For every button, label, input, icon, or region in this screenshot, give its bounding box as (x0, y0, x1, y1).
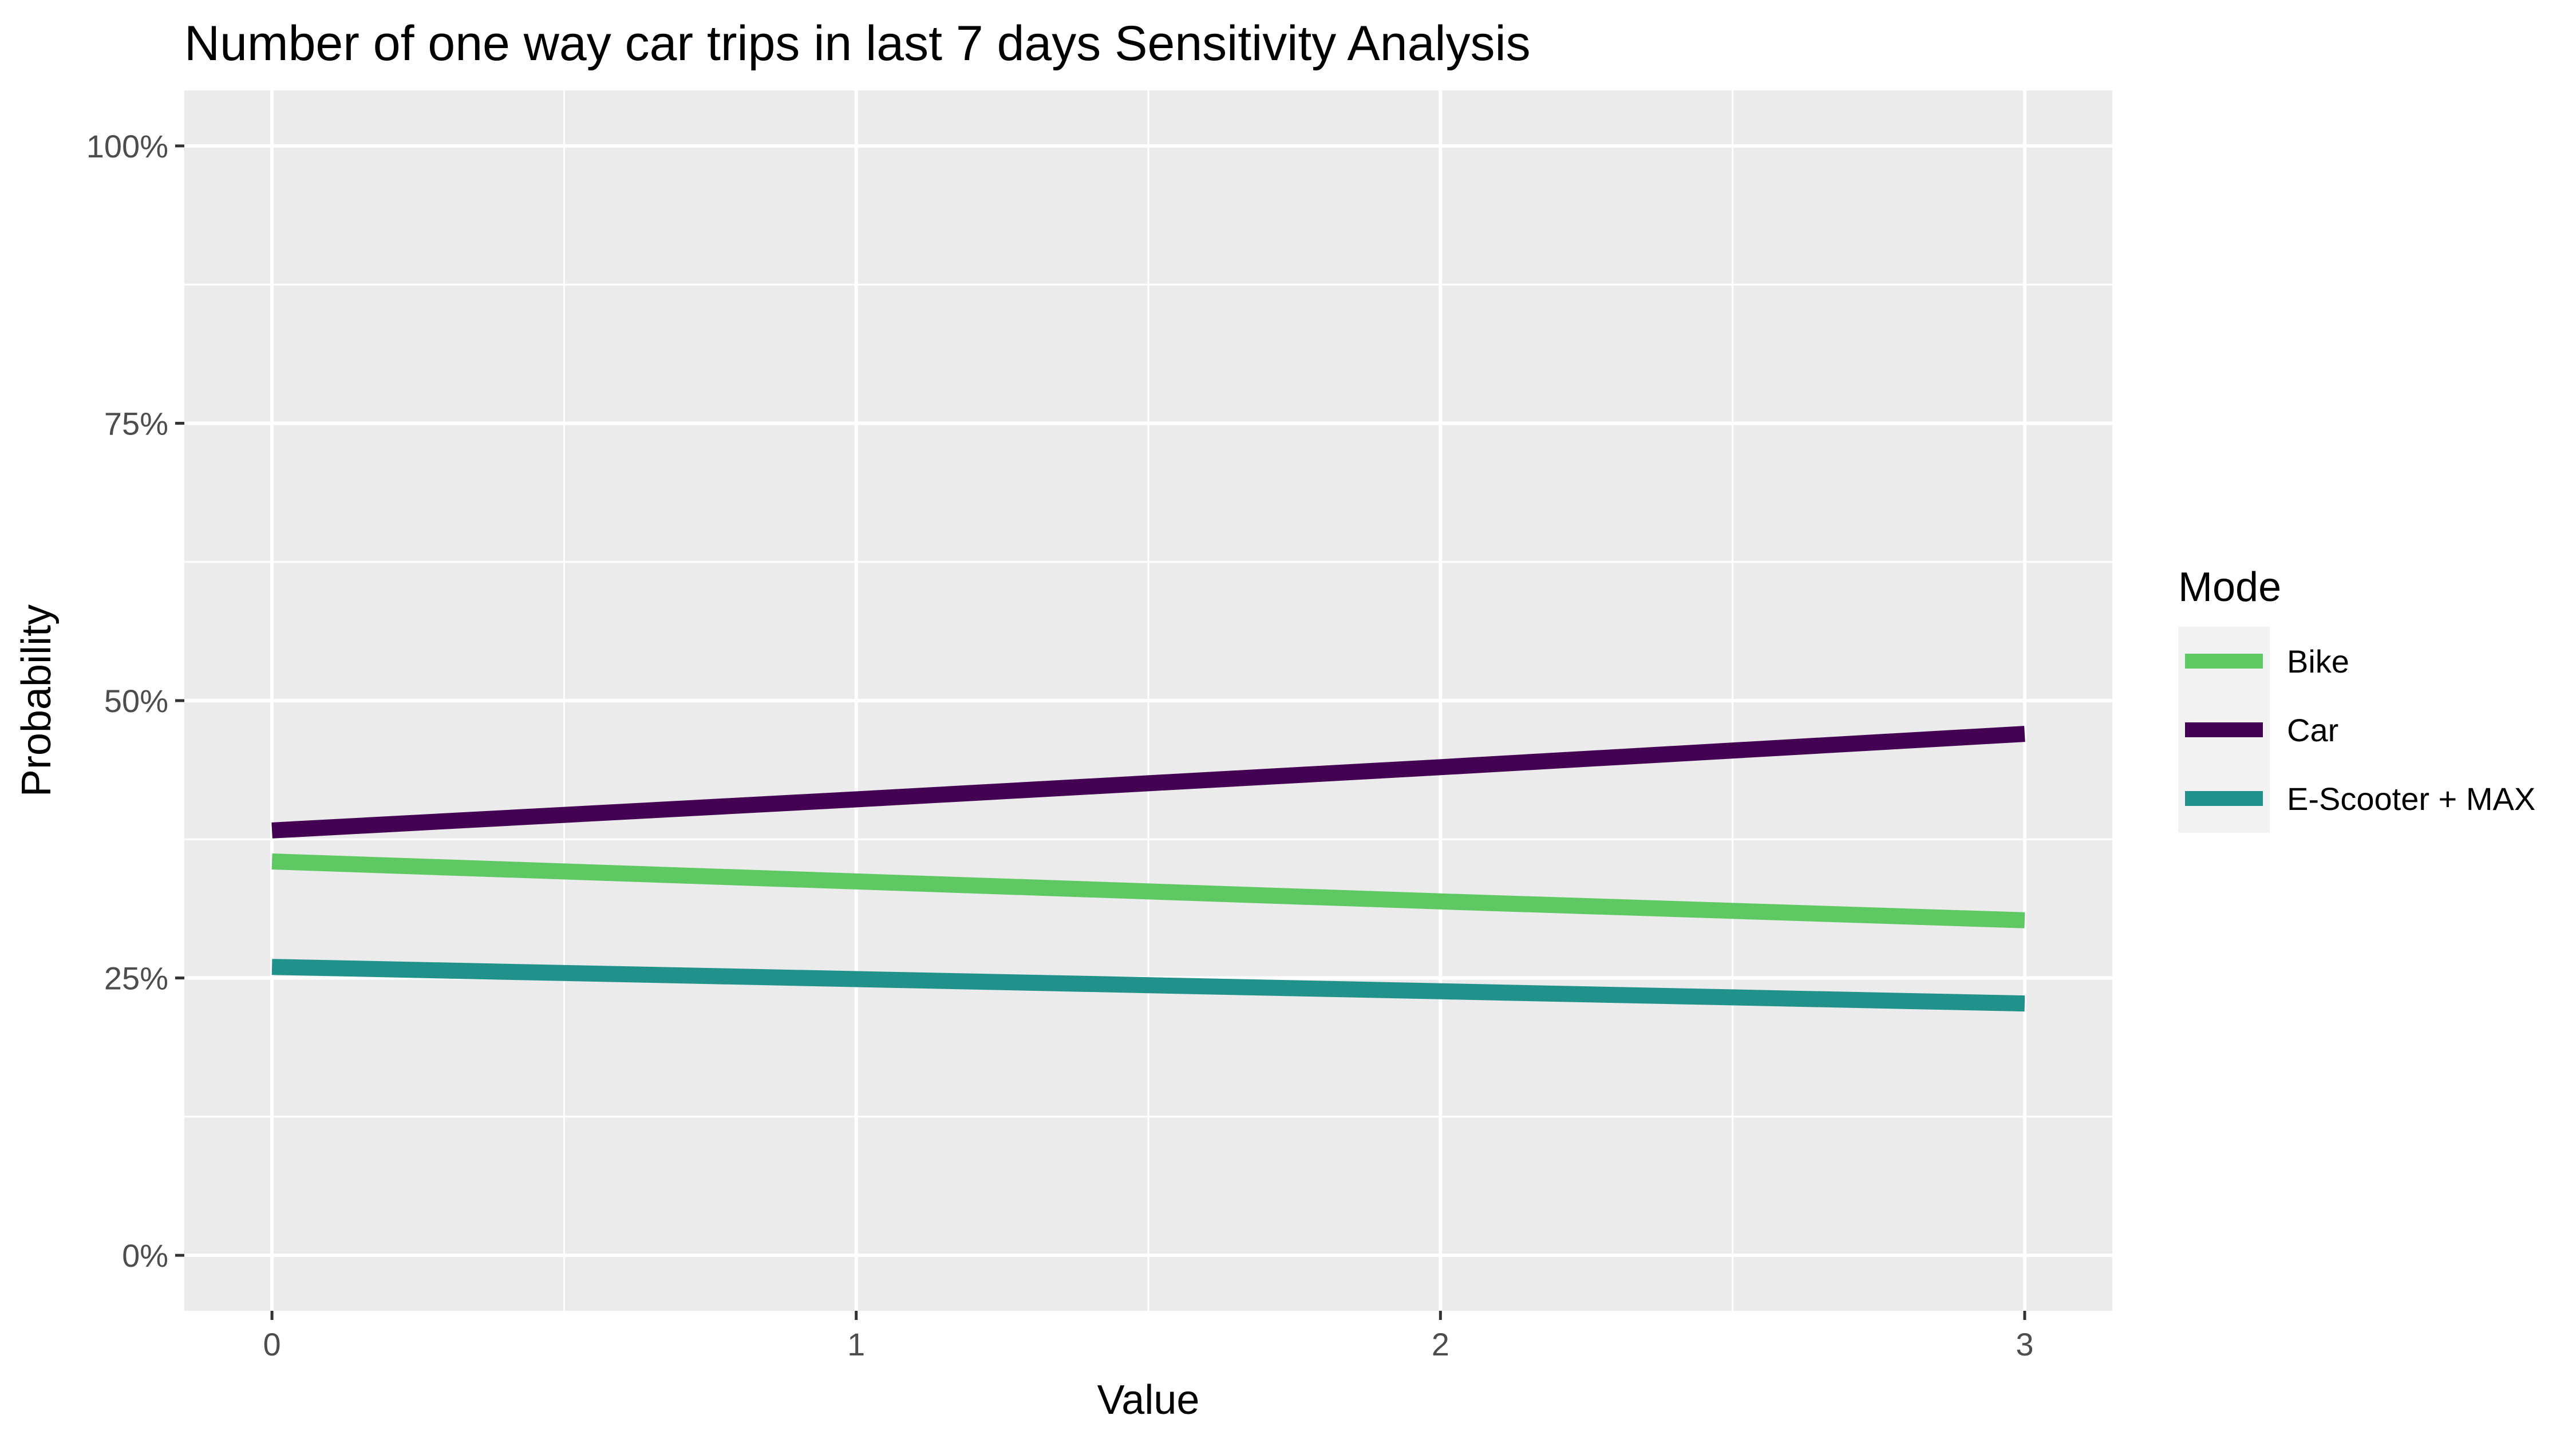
series-line-e-scooter-max (271, 959, 2025, 1012)
legend-label-car: Car (2287, 712, 2338, 748)
chart-title: Number of one way car trips in last 7 da… (184, 16, 1531, 71)
legend-title: Mode (2178, 564, 2281, 610)
series-line-car (271, 726, 2025, 839)
x-tick-label: 3 (2016, 1326, 2033, 1362)
legend-items: Bike Car E-Scooter + MAX (2178, 627, 2535, 833)
y-tick-label: 0% (122, 1238, 168, 1274)
x-axis-title: Value (1097, 1377, 1200, 1423)
legend-label-e-scooter-max: E-Scooter + MAX (2287, 781, 2535, 817)
series-lines (271, 726, 2025, 1012)
y-axis-title: Probability (14, 604, 60, 797)
grid-lines (184, 90, 2112, 1311)
y-tick-label: 25% (104, 960, 168, 997)
y-tick-label: 100% (86, 128, 168, 164)
y-tick-label: 75% (104, 405, 168, 441)
y-tick-label: 50% (104, 683, 168, 719)
legend: Mode Bike Car E-Scooter + MAX (2178, 564, 2535, 833)
x-tick-label: 1 (847, 1326, 865, 1362)
x-tick-label: 0 (263, 1326, 281, 1362)
axes: 0 1 2 3 0% 25% 50% 75% 100% (86, 128, 2034, 1362)
series-line-bike (271, 853, 2025, 928)
legend-label-bike: Bike (2287, 643, 2349, 679)
x-tick-label: 2 (1432, 1326, 1449, 1362)
